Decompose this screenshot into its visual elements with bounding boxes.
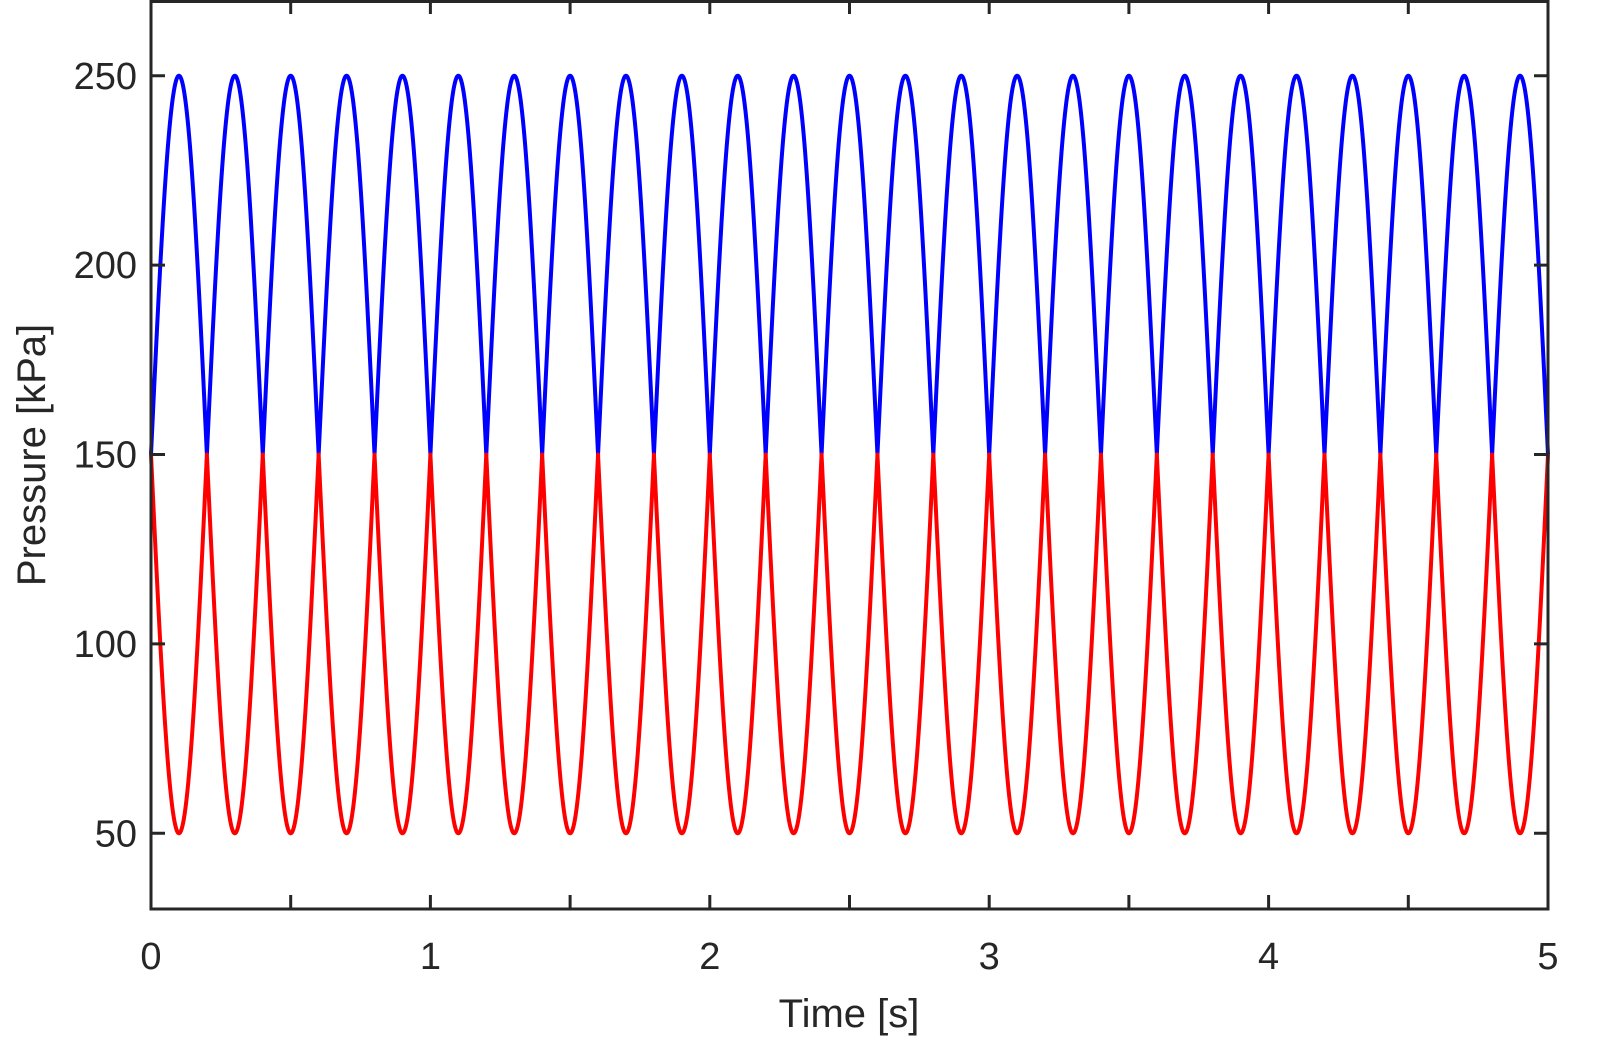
y-axis-label: Pressure [kPa]: [10, 324, 54, 586]
labels-layer: 0 1 2 3 4 5 50 100 150 200 250: [74, 56, 1559, 978]
series-line-2: [149, 452, 1550, 836]
x-tick-label: 5: [1537, 936, 1558, 978]
y-tick-label: 100: [74, 624, 137, 666]
series-line-1: [149, 73, 1550, 457]
series-layer: [149, 73, 1550, 836]
x-tick-label: 2: [699, 936, 720, 978]
y-tick-label: 250: [74, 56, 137, 98]
y-tick-label: 150: [74, 435, 137, 477]
y-tick-label: 200: [74, 245, 137, 287]
x-tick-label: 1: [420, 936, 441, 978]
x-tick-label: 0: [140, 936, 161, 978]
axes-layer: [149, 0, 1550, 911]
x-tick-label: 3: [979, 936, 1000, 978]
x-axis-label: Time [s]: [779, 992, 920, 1036]
x-tick-label: 4: [1258, 936, 1279, 978]
y-tick-label: 50: [95, 813, 137, 855]
axes-box: [149, 0, 1550, 911]
